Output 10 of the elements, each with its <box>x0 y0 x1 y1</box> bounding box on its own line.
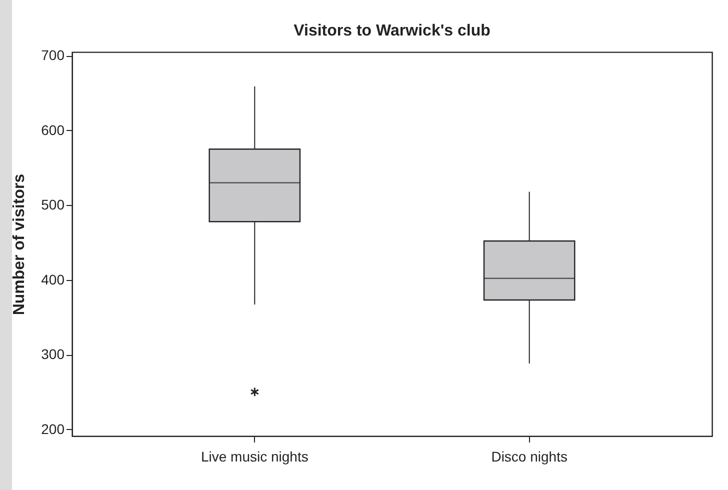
x-tick-label: Live music nights <box>200 448 308 464</box>
y-tick-label: 600 <box>41 122 65 138</box>
y-axis-title: Number of visitors <box>11 174 28 316</box>
x-tick-label: Disco nights <box>491 448 568 464</box>
y-tick-label: 300 <box>41 346 65 362</box>
chart-title: Visitors to Warwick's club <box>294 22 491 40</box>
y-tick-label: 500 <box>41 196 65 213</box>
y-tick-label: 700 <box>41 47 65 64</box>
y-tick-label: 400 <box>41 271 65 288</box>
y-tick-label: 200 <box>41 420 65 437</box>
